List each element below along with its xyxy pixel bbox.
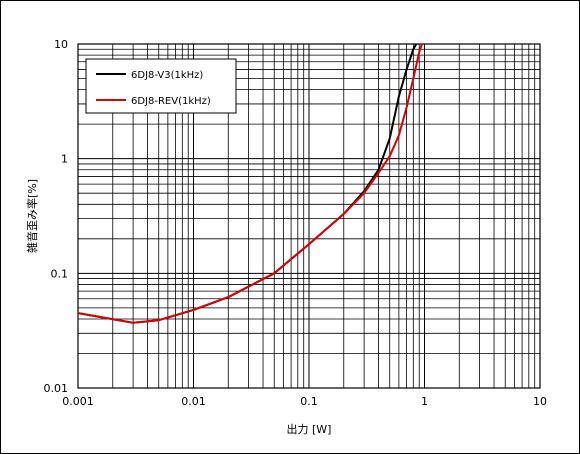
x-tick-label: 0.001 — [62, 395, 94, 408]
y-tick-label: 0.1 — [51, 267, 69, 280]
series-group — [77, 43, 423, 324]
x-tick-labels: 0.001 0.01 0.1 1 10 — [62, 395, 547, 408]
legend-label-series-1: 6DJ8-V3(1kHz) — [131, 70, 203, 81]
legend-label-series-2: 6DJ8-REV(1kHz) — [131, 96, 211, 107]
y-tick-labels: 0.01 0.1 1 10 — [44, 38, 69, 395]
y-tick-label: 10 — [54, 38, 68, 51]
legend: 6DJ8-V3(1kHz) 6DJ8-REV(1kHz) — [85, 58, 237, 114]
plot-area-border — [77, 43, 541, 389]
y-tick-label: 0.01 — [44, 382, 69, 395]
legend-box — [85, 58, 237, 114]
x-tick-label: 0.01 — [181, 395, 206, 408]
y-tick-label: 1 — [61, 153, 68, 166]
x-tick-label: 10 — [533, 395, 547, 408]
y-axis-label: 雑音歪み率[%] — [25, 179, 39, 253]
x-axis-label: 出力 [W] — [287, 422, 332, 436]
x-tick-label: 1 — [421, 395, 428, 408]
x-tick-label: 0.1 — [300, 395, 318, 408]
series-line-2 — [77, 43, 423, 324]
